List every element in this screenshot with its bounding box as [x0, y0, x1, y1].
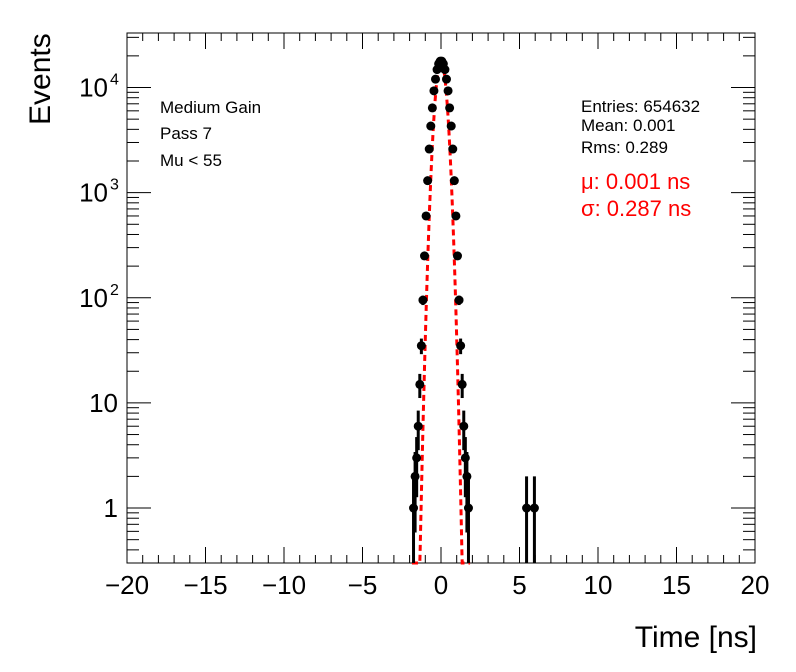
- x-axis-ticks: −20 −15 −10 −5 0 5 10 15 20: [105, 33, 770, 600]
- annotation-mu: Mu < 55: [160, 151, 222, 170]
- x-tick-label: −5: [348, 570, 378, 600]
- data-point: [420, 251, 430, 261]
- data-point: [440, 65, 450, 75]
- annotation-left: Medium Gain Pass 7 Mu < 55: [160, 98, 261, 170]
- data-point: [456, 341, 466, 351]
- data-point: [410, 471, 420, 481]
- data-point: [448, 144, 458, 154]
- data-point: [462, 471, 472, 481]
- data-point: [415, 379, 425, 389]
- x-axis-title: Time [ns]: [635, 621, 757, 654]
- data-point: [452, 251, 462, 261]
- data-point: [522, 503, 532, 513]
- data-point: [445, 103, 455, 113]
- x-tick-label: 15: [662, 570, 691, 600]
- x-tick-label: 20: [741, 570, 770, 600]
- fit-sigma: σ: 0.287 ns: [581, 196, 691, 221]
- x-tick-label: 10: [584, 570, 613, 600]
- data-point: [451, 211, 461, 221]
- data-point: [427, 103, 437, 113]
- y-tick-label-exponent: 3: [110, 177, 119, 194]
- data-point: [426, 121, 436, 131]
- y-tick-label: 1: [104, 493, 118, 523]
- x-tick-label: −10: [262, 570, 306, 600]
- y-axis-title: Events: [24, 33, 57, 125]
- data-point: [443, 86, 453, 96]
- data-point: [421, 211, 431, 221]
- x-tick-label: 0: [434, 570, 448, 600]
- data-point: [409, 503, 419, 513]
- stats-box: Entries: 654632 Mean: 0.001 Rms: 0.289: [581, 97, 700, 157]
- data-point: [424, 144, 434, 154]
- y-tick-label-exponent: 2: [110, 282, 119, 299]
- stats-entries: Entries: 654632: [581, 97, 700, 116]
- data-point: [459, 421, 469, 431]
- data-point: [429, 86, 439, 96]
- stats-rms: Rms: 0.289: [581, 138, 668, 157]
- y-tick-label: 10: [79, 283, 108, 313]
- data-point: [457, 379, 467, 389]
- data-point: [529, 503, 539, 513]
- data-point: [423, 176, 433, 186]
- data-point: [431, 74, 441, 84]
- data-point: [418, 295, 428, 305]
- data-point: [416, 341, 426, 351]
- fit-curve: [411, 59, 471, 565]
- annotation-gain: Medium Gain: [160, 98, 261, 117]
- fit-results: μ: 0.001 ns σ: 0.287 ns: [581, 169, 691, 221]
- data-point: [454, 295, 464, 305]
- x-tick-label: −20: [105, 570, 149, 600]
- fit-mu: μ: 0.001 ns: [581, 169, 690, 194]
- y-tick-label: 10: [79, 73, 108, 103]
- data-point: [412, 453, 422, 463]
- data-points-layer: [409, 56, 539, 563]
- x-tick-label: 5: [512, 570, 526, 600]
- y-tick-label: 10: [89, 388, 118, 418]
- stats-mean: Mean: 0.001: [581, 116, 676, 135]
- data-point: [449, 176, 459, 186]
- data-point: [460, 453, 470, 463]
- fit-curve-layer: [411, 59, 471, 565]
- annotation-pass: Pass 7: [160, 124, 212, 143]
- data-point: [441, 74, 451, 84]
- y-tick-label: 10: [79, 178, 108, 208]
- data-point: [463, 503, 473, 513]
- x-tick-label: −15: [183, 570, 227, 600]
- data-point: [413, 421, 423, 431]
- data-point: [446, 121, 456, 131]
- y-tick-label-exponent: 4: [110, 72, 119, 89]
